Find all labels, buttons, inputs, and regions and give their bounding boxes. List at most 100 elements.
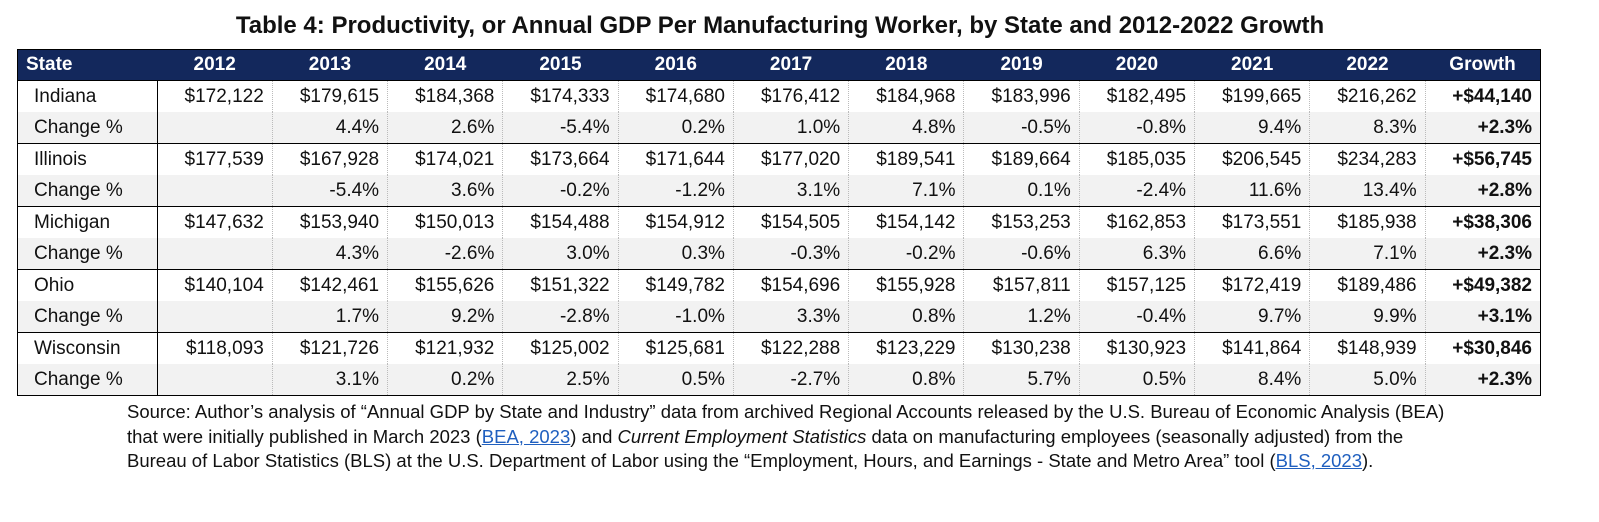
change-row: Change % 1.7% 9.2% -2.8% -1.0% 3.3% 0.8% 1.2% -0… (17, 301, 1541, 333)
gdp-value: $123,229 (848, 332, 964, 364)
gdp-value: $189,541 (848, 143, 964, 175)
gdp-value: $157,125 (1078, 269, 1195, 301)
change-percent: 0.5% (1078, 364, 1195, 396)
source-note: Source: Author’s analysis of “Annual GDP… (127, 400, 1467, 474)
bls-link[interactable]: BLS, 2023 (1275, 450, 1363, 471)
change-percent: -0.2% (502, 175, 619, 207)
change-row: Change % 4.3% -2.6% 3.0% 0.3% -0.3% -0.2% -0.6%… (17, 238, 1541, 270)
change-percent: 13.4% (1309, 175, 1426, 207)
change-percent: 0.3% (617, 238, 734, 270)
gdp-value: $234,283 (1309, 143, 1426, 175)
gdp-value: $182,495 (1078, 80, 1195, 112)
productivity-table: State 2012 2013 2014 2015 2016 2017 2018 2019 202… (17, 49, 1541, 396)
gdp-value: $153,253 (963, 206, 1080, 238)
source-italic: Current Employment Statistics (617, 425, 867, 447)
change-percent: 4.4% (271, 112, 388, 144)
gdp-value: $157,811 (963, 269, 1080, 301)
change-percent: 7.1% (848, 175, 964, 207)
column-header: 2018 (848, 49, 964, 81)
gdp-value: $162,853 (1078, 206, 1195, 238)
column-header: 2016 (618, 49, 734, 81)
change-percent: -2.4% (1078, 175, 1195, 207)
gdp-value: $167,928 (271, 143, 388, 175)
gdp-value: $148,939 (1309, 332, 1426, 364)
change-percent: 5.0% (1309, 364, 1426, 396)
change-percent: 0.2% (617, 112, 734, 144)
gdp-value: $142,461 (271, 269, 388, 301)
change-row: Change % 4.4% 2.6% -5.4% 0.2% 1.0% 4.8% -0.5% -0… (17, 112, 1541, 144)
gdp-value: $206,545 (1194, 143, 1310, 175)
table-header-row: State 2012 2013 2014 2015 2016 2017 2018 2019 202… (17, 49, 1541, 81)
change-label: Change % (17, 112, 158, 144)
gdp-value: $189,486 (1309, 269, 1426, 301)
column-header: 2017 (733, 49, 849, 81)
gdp-value: $151,322 (502, 269, 619, 301)
change-label: Change % (17, 238, 158, 270)
change-label: Change % (17, 301, 158, 333)
change-percent (156, 112, 273, 144)
column-header: 2012 (157, 49, 273, 81)
change-percent (156, 175, 273, 207)
change-percent: 11.6% (1194, 175, 1310, 207)
change-row: Change % 3.1% 0.2% 2.5% 0.5% -2.7% 0.8% 5.7% 0.5… (17, 364, 1541, 396)
change-percent: 9.7% (1194, 301, 1310, 333)
change-percent: -1.2% (617, 175, 734, 207)
change-percent: 7.1% (1309, 238, 1426, 270)
gdp-value: $140,104 (156, 269, 273, 301)
change-percent: 2.5% (502, 364, 619, 396)
column-header: 2021 (1194, 49, 1310, 81)
state-name: Illinois (17, 143, 158, 175)
state-name: Wisconsin (17, 332, 158, 364)
column-header: 2020 (1079, 49, 1195, 81)
gdp-value: $154,142 (848, 206, 964, 238)
change-percent: 0.8% (848, 364, 964, 396)
change-percent: -0.6% (963, 238, 1080, 270)
gdp-value: $174,333 (502, 80, 619, 112)
table-row: Michigan $147,632 $153,940 $150,013 $154,488… (17, 206, 1541, 238)
gdp-value: $154,696 (732, 269, 849, 301)
change-percent: 8.3% (1309, 112, 1426, 144)
change-percent: 8.4% (1194, 364, 1310, 396)
change-percent: 0.2% (387, 364, 503, 396)
change-percent: 6.3% (1078, 238, 1195, 270)
change-percent: 6.6% (1194, 238, 1310, 270)
gdp-value: $154,505 (732, 206, 849, 238)
gdp-value: $121,932 (387, 332, 503, 364)
gdp-value: $216,262 (1309, 80, 1426, 112)
change-percent (156, 301, 273, 333)
gdp-value: $199,665 (1194, 80, 1310, 112)
change-percent: -2.6% (387, 238, 503, 270)
gdp-value: $179,615 (271, 80, 388, 112)
growth-value: +$38,306 (1424, 206, 1541, 238)
column-header: 2015 (502, 49, 619, 81)
gdp-value: $147,632 (156, 206, 273, 238)
change-row: Change % -5.4% 3.6% -0.2% -1.2% 3.1% 7.1% 0.1% -… (17, 175, 1541, 207)
gdp-value: $172,419 (1194, 269, 1310, 301)
change-percent: -2.7% (732, 364, 849, 396)
gdp-value: $153,940 (271, 206, 388, 238)
state-name: Ohio (17, 269, 158, 301)
gdp-value: $149,782 (617, 269, 734, 301)
change-percent: -0.8% (1078, 112, 1195, 144)
change-percent (156, 238, 273, 270)
gdp-value: $174,680 (617, 80, 734, 112)
change-percent: 0.5% (617, 364, 734, 396)
source-text: Source: Author’s analysis of “Annual GDP… (127, 401, 1445, 447)
change-percent: 0.8% (848, 301, 964, 333)
gdp-value: $172,122 (156, 80, 273, 112)
change-percent: -0.3% (732, 238, 849, 270)
change-percent: -0.4% (1078, 301, 1195, 333)
change-percent: 2.6% (387, 112, 503, 144)
change-percent: 9.9% (1309, 301, 1426, 333)
gdp-value: $121,726 (271, 332, 388, 364)
gdp-value: $177,020 (732, 143, 849, 175)
growth-value: +$49,382 (1424, 269, 1541, 301)
change-percent: 3.3% (732, 301, 849, 333)
bea-link[interactable]: BEA, 2023 (481, 425, 571, 447)
gdp-value: $150,013 (387, 206, 503, 238)
change-percent: -2.8% (502, 301, 619, 333)
state-name: Michigan (17, 206, 158, 238)
gdp-value: $176,412 (732, 80, 849, 112)
gdp-value: $174,021 (387, 143, 503, 175)
gdp-value: $173,664 (502, 143, 619, 175)
